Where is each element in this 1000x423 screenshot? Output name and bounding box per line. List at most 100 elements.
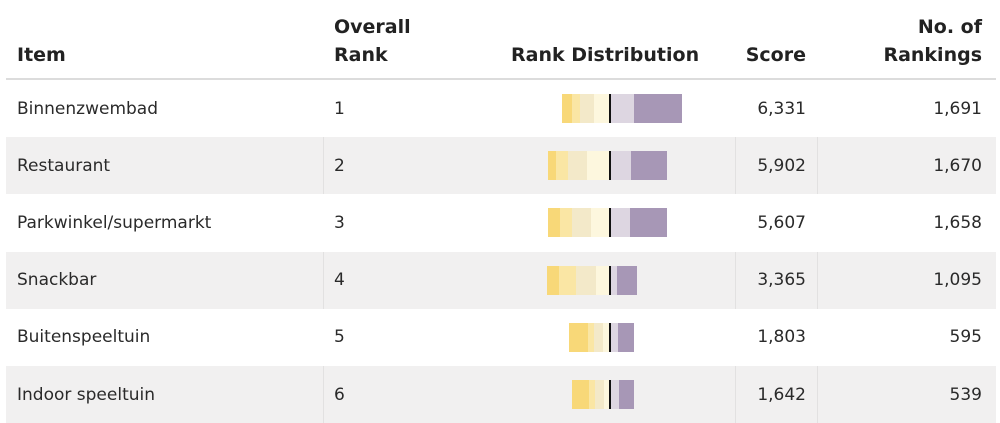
rank-distribution-bar xyxy=(546,252,706,309)
rank-distribution-bar xyxy=(546,366,706,423)
overall-rank: 3 xyxy=(334,212,345,233)
distribution-segment xyxy=(610,379,620,409)
distribution-segment xyxy=(631,151,668,181)
column-divider xyxy=(735,251,736,309)
column-header-rank-line2: Rank xyxy=(334,44,388,66)
median-marker xyxy=(609,94,611,123)
score-value: 1,803 xyxy=(757,327,806,348)
table-row[interactable]: Indoor speeltuin 6 1,642 539 xyxy=(6,365,996,423)
column-divider xyxy=(817,194,818,251)
distribution-segment xyxy=(571,379,589,409)
item-name: Indoor speeltuin xyxy=(17,384,156,405)
column-divider xyxy=(323,194,324,251)
table-row[interactable]: Buitenspeeltuin 5 1,803 595 xyxy=(6,309,996,366)
column-divider xyxy=(735,309,736,366)
distribution-segment xyxy=(588,379,595,409)
column-header-no-of-rankings[interactable]: No. of Rankings xyxy=(883,13,982,69)
score-value: 5,607 xyxy=(757,212,806,233)
table-row[interactable]: Binnenzwembad 1 6,331 1,691 xyxy=(6,80,996,137)
distribution-segment xyxy=(595,265,610,295)
score-value: 1,642 xyxy=(757,384,806,405)
distribution-segment xyxy=(610,265,618,295)
overall-rank: 2 xyxy=(334,155,345,176)
rankings-table: Item Overall Rank Rank Distribution Scor… xyxy=(6,0,996,423)
distribution-segment xyxy=(575,265,596,295)
distribution-segment xyxy=(546,265,560,295)
distribution-segment xyxy=(617,265,638,295)
distribution-segment xyxy=(556,151,569,181)
column-header-rank-distribution[interactable]: Rank Distribution xyxy=(511,41,699,69)
rankings-count: 539 xyxy=(949,384,982,405)
distribution-segment xyxy=(548,208,561,238)
rankings-count: 1,095 xyxy=(933,270,982,291)
distribution-segment xyxy=(580,94,595,123)
column-header-score-label: Score xyxy=(745,44,806,66)
column-divider xyxy=(735,80,736,137)
column-divider xyxy=(323,365,324,423)
distribution-segment xyxy=(603,379,610,409)
score-value: 5,902 xyxy=(757,155,806,176)
distribution-segment xyxy=(617,322,635,352)
table-row[interactable]: Parkwinkel/supermarkt 3 5,607 1,658 xyxy=(6,194,996,251)
distribution-segment xyxy=(610,322,618,352)
column-divider xyxy=(323,137,324,195)
distribution-segment xyxy=(591,208,610,238)
distribution-segment xyxy=(568,151,588,181)
distribution-segment xyxy=(572,208,592,238)
column-header-rank-line1: Overall xyxy=(334,16,411,38)
distribution-segment xyxy=(610,94,634,123)
distribution-segment xyxy=(587,151,610,181)
score-value: 6,331 xyxy=(757,98,806,119)
column-divider xyxy=(735,194,736,251)
item-name: Parkwinkel/supermarkt xyxy=(17,212,212,233)
column-divider xyxy=(817,309,818,366)
table-body: Binnenzwembad 1 6,331 1,691 Restaurant 2 5,902… xyxy=(6,80,996,423)
distribution-segment xyxy=(548,151,557,181)
distribution-segment xyxy=(571,94,580,123)
table-header: Item Overall Rank Rank Distribution Scor… xyxy=(6,0,996,80)
distribution-segment xyxy=(568,322,588,352)
column-divider xyxy=(323,80,324,137)
distribution-segment xyxy=(634,94,682,123)
score-value: 3,365 xyxy=(757,270,806,291)
rank-distribution-bar xyxy=(546,137,706,194)
distribution-segment xyxy=(594,322,604,352)
distribution-segment xyxy=(619,379,635,409)
rankings-count: 1,670 xyxy=(933,155,982,176)
column-divider xyxy=(735,137,736,195)
distribution-segment xyxy=(610,151,632,181)
column-divider xyxy=(817,251,818,309)
column-divider xyxy=(323,309,324,366)
column-header-item-label: Item xyxy=(17,44,66,66)
distribution-segment xyxy=(594,379,604,409)
median-marker xyxy=(609,208,611,238)
column-header-count-line2: Rankings xyxy=(883,44,982,66)
item-name: Restaurant xyxy=(17,155,111,176)
rank-distribution-bar xyxy=(546,194,706,251)
median-marker xyxy=(609,379,611,409)
distribution-segment xyxy=(562,94,572,123)
overall-rank: 4 xyxy=(334,270,345,291)
distribution-segment xyxy=(587,322,595,352)
distribution-segment xyxy=(630,208,667,238)
distribution-segment xyxy=(559,265,576,295)
column-header-overall-rank[interactable]: Overall Rank xyxy=(334,13,411,69)
column-divider xyxy=(817,137,818,195)
table-row[interactable]: Snackbar 4 3,365 1,095 xyxy=(6,251,996,309)
column-header-distribution-label: Rank Distribution xyxy=(511,44,700,66)
column-header-score[interactable]: Score xyxy=(746,41,806,69)
rankings-count: 1,691 xyxy=(933,98,982,119)
table-row[interactable]: Restaurant 2 5,902 1,670 xyxy=(6,137,996,195)
rankings-count: 1,658 xyxy=(933,212,982,233)
rankings-count: 595 xyxy=(949,327,982,348)
distribution-segment xyxy=(603,322,610,352)
item-name: Snackbar xyxy=(17,270,97,291)
median-marker xyxy=(609,322,611,352)
column-divider xyxy=(323,251,324,309)
column-divider xyxy=(817,365,818,423)
column-divider xyxy=(817,80,818,137)
column-divider xyxy=(735,365,736,423)
overall-rank: 1 xyxy=(334,98,345,119)
column-header-count-line1: No. of xyxy=(917,16,982,38)
column-header-item[interactable]: Item xyxy=(17,41,66,69)
